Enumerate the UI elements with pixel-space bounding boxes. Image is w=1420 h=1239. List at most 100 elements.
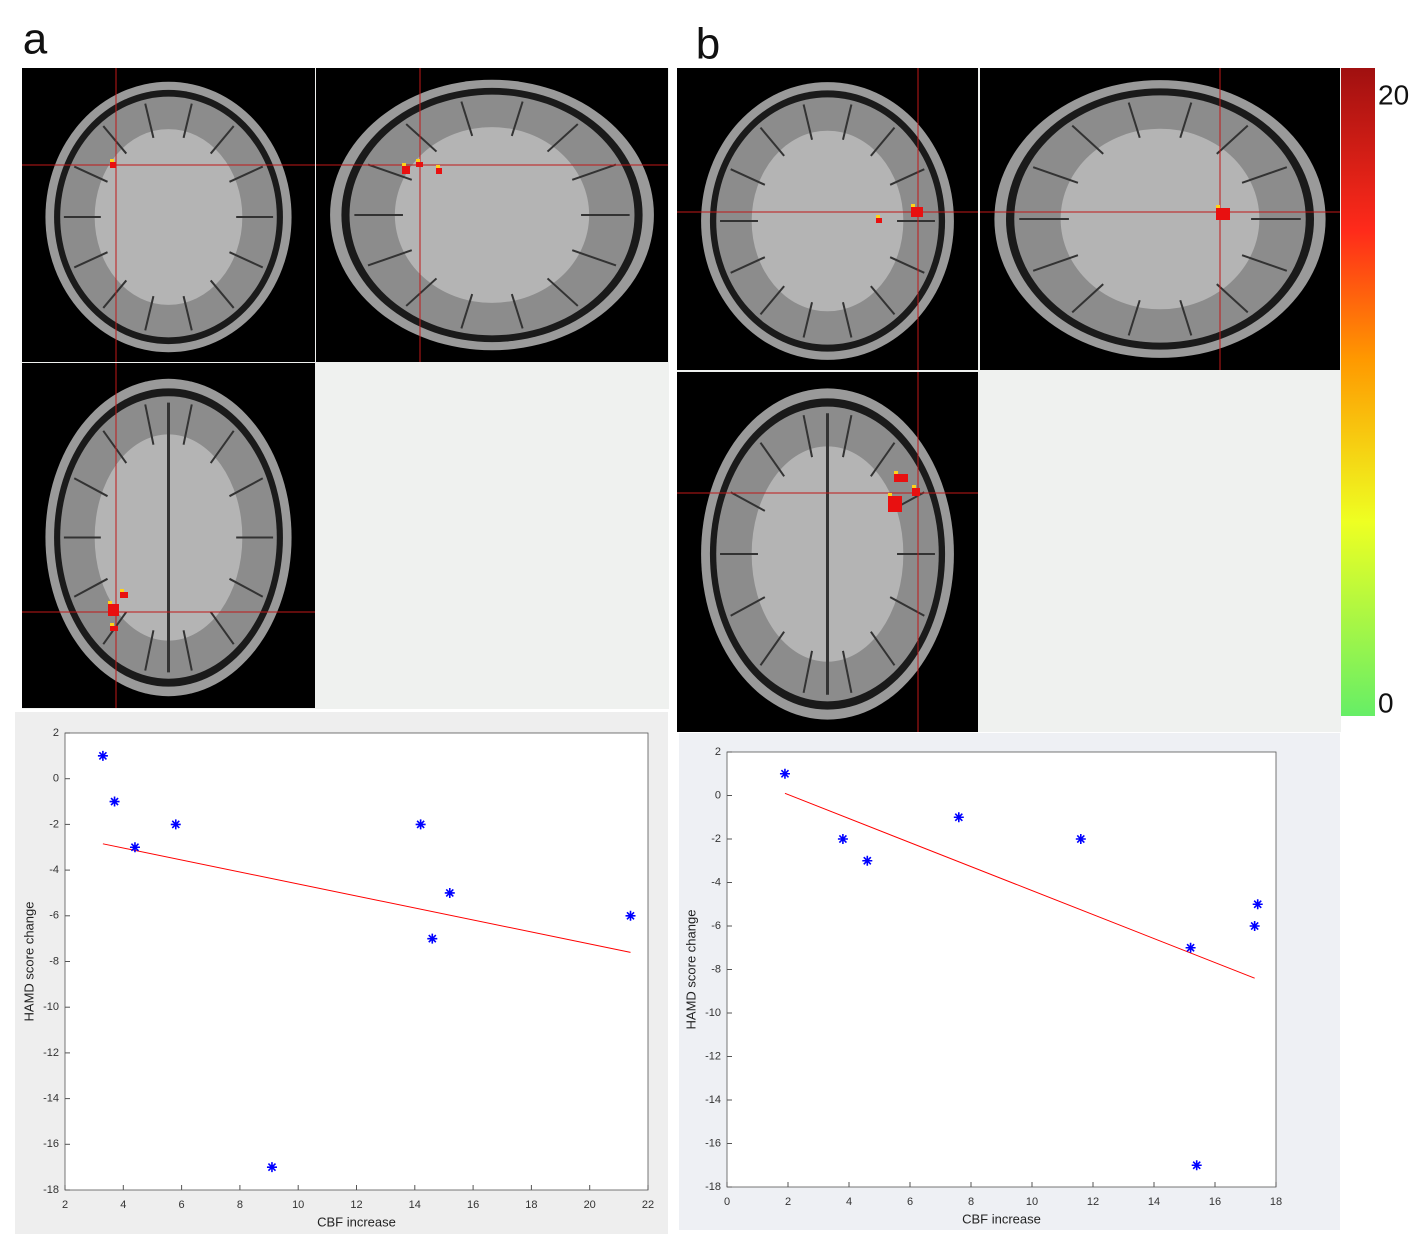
data-point xyxy=(1185,942,1196,953)
x-tick-label: 14 xyxy=(409,1199,421,1211)
y-tick-label: 0 xyxy=(53,773,59,785)
activation xyxy=(436,165,440,168)
data-point xyxy=(862,855,873,866)
activation xyxy=(911,207,923,217)
data-point xyxy=(1252,899,1263,910)
y-axis-label: HAMD score change xyxy=(683,910,698,1030)
sulcus xyxy=(405,277,438,307)
white-matter xyxy=(94,129,243,305)
data-point xyxy=(779,768,790,779)
x-tick-label: 16 xyxy=(1209,1196,1221,1208)
sulcus xyxy=(73,165,108,183)
sulcus xyxy=(571,163,617,181)
sulcus xyxy=(102,125,128,155)
y-tick-label: -8 xyxy=(49,955,59,967)
data-point xyxy=(266,1162,277,1173)
sulcus xyxy=(182,295,193,331)
data-point xyxy=(444,887,455,898)
x-axis-label: CBF increase xyxy=(317,1214,396,1229)
y-tick-label: -18 xyxy=(43,1184,59,1196)
sulcus xyxy=(802,650,814,694)
activation xyxy=(436,168,442,174)
axes xyxy=(64,732,649,1191)
y-tick-label: -12 xyxy=(43,1047,59,1059)
sulcus xyxy=(1241,166,1288,184)
sulcus xyxy=(1032,166,1079,184)
y-tick-label: -6 xyxy=(49,910,59,922)
sulcus xyxy=(870,631,896,666)
data-point xyxy=(109,796,120,807)
sulcus xyxy=(889,256,925,274)
sulcus xyxy=(209,279,235,309)
y-tick-label: -2 xyxy=(711,833,721,845)
data-point xyxy=(1075,834,1086,844)
sulcus xyxy=(367,163,413,181)
sulcus xyxy=(1127,102,1141,139)
x-tick-label: 18 xyxy=(525,1199,537,1211)
sulcus xyxy=(759,442,785,477)
sulcus xyxy=(1216,283,1249,314)
activation xyxy=(402,163,406,166)
sulcus xyxy=(841,414,853,458)
data-point xyxy=(1249,921,1260,931)
sulcus xyxy=(460,293,474,329)
activation xyxy=(120,592,128,598)
sulcus xyxy=(1127,299,1141,336)
sulcus xyxy=(510,101,524,137)
x-tick-label: 4 xyxy=(120,1199,126,1211)
sulcus xyxy=(889,168,925,186)
sulcus xyxy=(1216,124,1249,155)
x-tick-label: 16 xyxy=(467,1199,479,1211)
x-tick-label: 22 xyxy=(642,1199,654,1211)
colorbar-tick-label: 20 xyxy=(1378,79,1409,110)
sulcus xyxy=(73,251,108,269)
x-tick-label: 18 xyxy=(1270,1196,1282,1208)
sulcus xyxy=(182,630,193,671)
data-point xyxy=(415,819,426,830)
y-tick-label: -16 xyxy=(705,1137,721,1149)
sulcus xyxy=(144,404,155,445)
white-matter xyxy=(751,130,904,312)
sulcus xyxy=(182,103,193,139)
activation xyxy=(912,488,920,496)
sulcus xyxy=(546,123,579,153)
sulcus xyxy=(367,249,413,267)
sulcus xyxy=(209,125,235,155)
y-tick-label: -4 xyxy=(711,876,721,888)
sulcus xyxy=(229,165,264,183)
y-tick-label: -4 xyxy=(49,864,59,876)
fit-line xyxy=(784,792,1255,979)
data-point xyxy=(1191,1160,1202,1171)
y-tick-label: 2 xyxy=(53,727,59,739)
sulcus xyxy=(1241,254,1288,272)
y-tick-label: -16 xyxy=(43,1138,59,1150)
sulcus xyxy=(229,477,264,498)
data-point xyxy=(953,812,964,823)
colorbar-tick-label: 0 xyxy=(1378,687,1394,718)
y-tick-label: -8 xyxy=(711,963,721,975)
sulcus xyxy=(841,104,853,140)
sulcus xyxy=(759,285,785,316)
activation xyxy=(416,162,423,167)
sulcus xyxy=(73,577,108,598)
activation xyxy=(110,159,114,162)
y-tick-label: -6 xyxy=(711,920,721,932)
sulcus xyxy=(571,249,617,267)
sulcus xyxy=(802,302,814,338)
data-point xyxy=(625,910,636,921)
activation xyxy=(108,601,112,604)
panel-label: a xyxy=(23,15,48,64)
sulcus xyxy=(510,293,524,329)
sulcus xyxy=(1179,102,1193,139)
sulcus xyxy=(546,277,579,307)
sulcus xyxy=(73,477,108,498)
activation xyxy=(888,493,892,496)
x-tick-label: 14 xyxy=(1148,1196,1160,1208)
sulcus xyxy=(229,251,264,269)
x-tick-label: 20 xyxy=(584,1199,596,1211)
x-tick-label: 10 xyxy=(292,1199,304,1211)
sulcus xyxy=(870,285,896,316)
x-tick-label: 2 xyxy=(62,1199,68,1211)
sulcus xyxy=(182,404,193,445)
sulcus xyxy=(730,491,766,512)
